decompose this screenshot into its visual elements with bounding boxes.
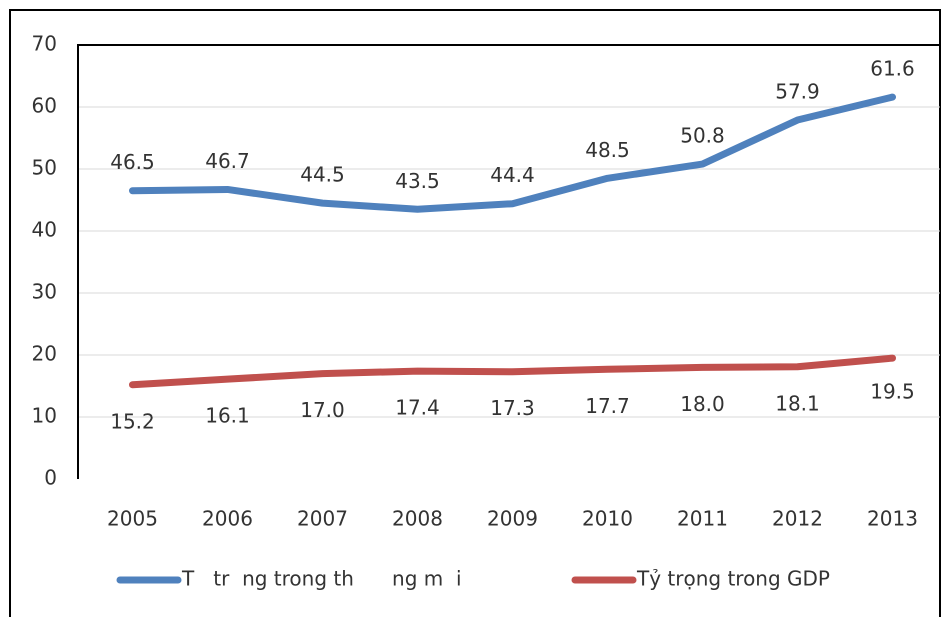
y-tick-label: 20: [32, 342, 57, 366]
data-label: 17.4: [395, 396, 440, 420]
data-label: 18.1: [775, 391, 820, 415]
y-tick-label: 50: [32, 156, 57, 180]
data-label: 15.2: [110, 409, 155, 433]
x-tick-label: 2012: [772, 507, 823, 531]
data-label: 43.5: [395, 169, 440, 193]
series-line: [129, 93, 896, 213]
x-tick-label: 2013: [867, 507, 918, 531]
data-label: 48.5: [585, 138, 630, 162]
legend-label: T tr ng trong th ng m i: [181, 567, 462, 591]
x-tick-label: 2005: [107, 507, 158, 531]
x-tick-label: 2006: [202, 507, 253, 531]
legend-label: Tỷ trọng trong GDP: [636, 567, 830, 591]
data-label: 17.0: [300, 398, 345, 422]
chart-frame: [9, 9, 941, 617]
x-tick-label: 2007: [297, 507, 348, 531]
y-tick-label: 10: [32, 404, 57, 428]
data-label: 46.7: [205, 149, 250, 173]
y-tick-label: 30: [32, 280, 57, 304]
data-label: 61.6: [870, 57, 915, 81]
data-label: 19.5: [870, 380, 915, 404]
x-tick-label: 2008: [392, 507, 443, 531]
data-label: 44.4: [490, 163, 535, 187]
y-tick-label: 40: [32, 218, 57, 242]
data-label: 57.9: [775, 80, 820, 104]
plot-frame: [77, 44, 940, 479]
y-tick-label: 60: [32, 94, 57, 118]
data-label: 16.1: [205, 404, 250, 428]
data-label: 44.5: [300, 163, 345, 187]
data-label: 17.3: [490, 396, 535, 420]
data-label: 17.7: [585, 394, 630, 418]
x-tick-label: 2010: [582, 507, 633, 531]
series-line: [129, 354, 896, 389]
data-label: 18.0: [680, 392, 725, 416]
y-tick-label: 70: [32, 32, 57, 56]
x-tick-label: 2011: [677, 507, 728, 531]
x-tick-label: 2009: [487, 507, 538, 531]
data-label: 46.5: [110, 150, 155, 174]
data-label: 50.8: [680, 124, 725, 148]
y-tick-label: 0: [44, 466, 57, 490]
